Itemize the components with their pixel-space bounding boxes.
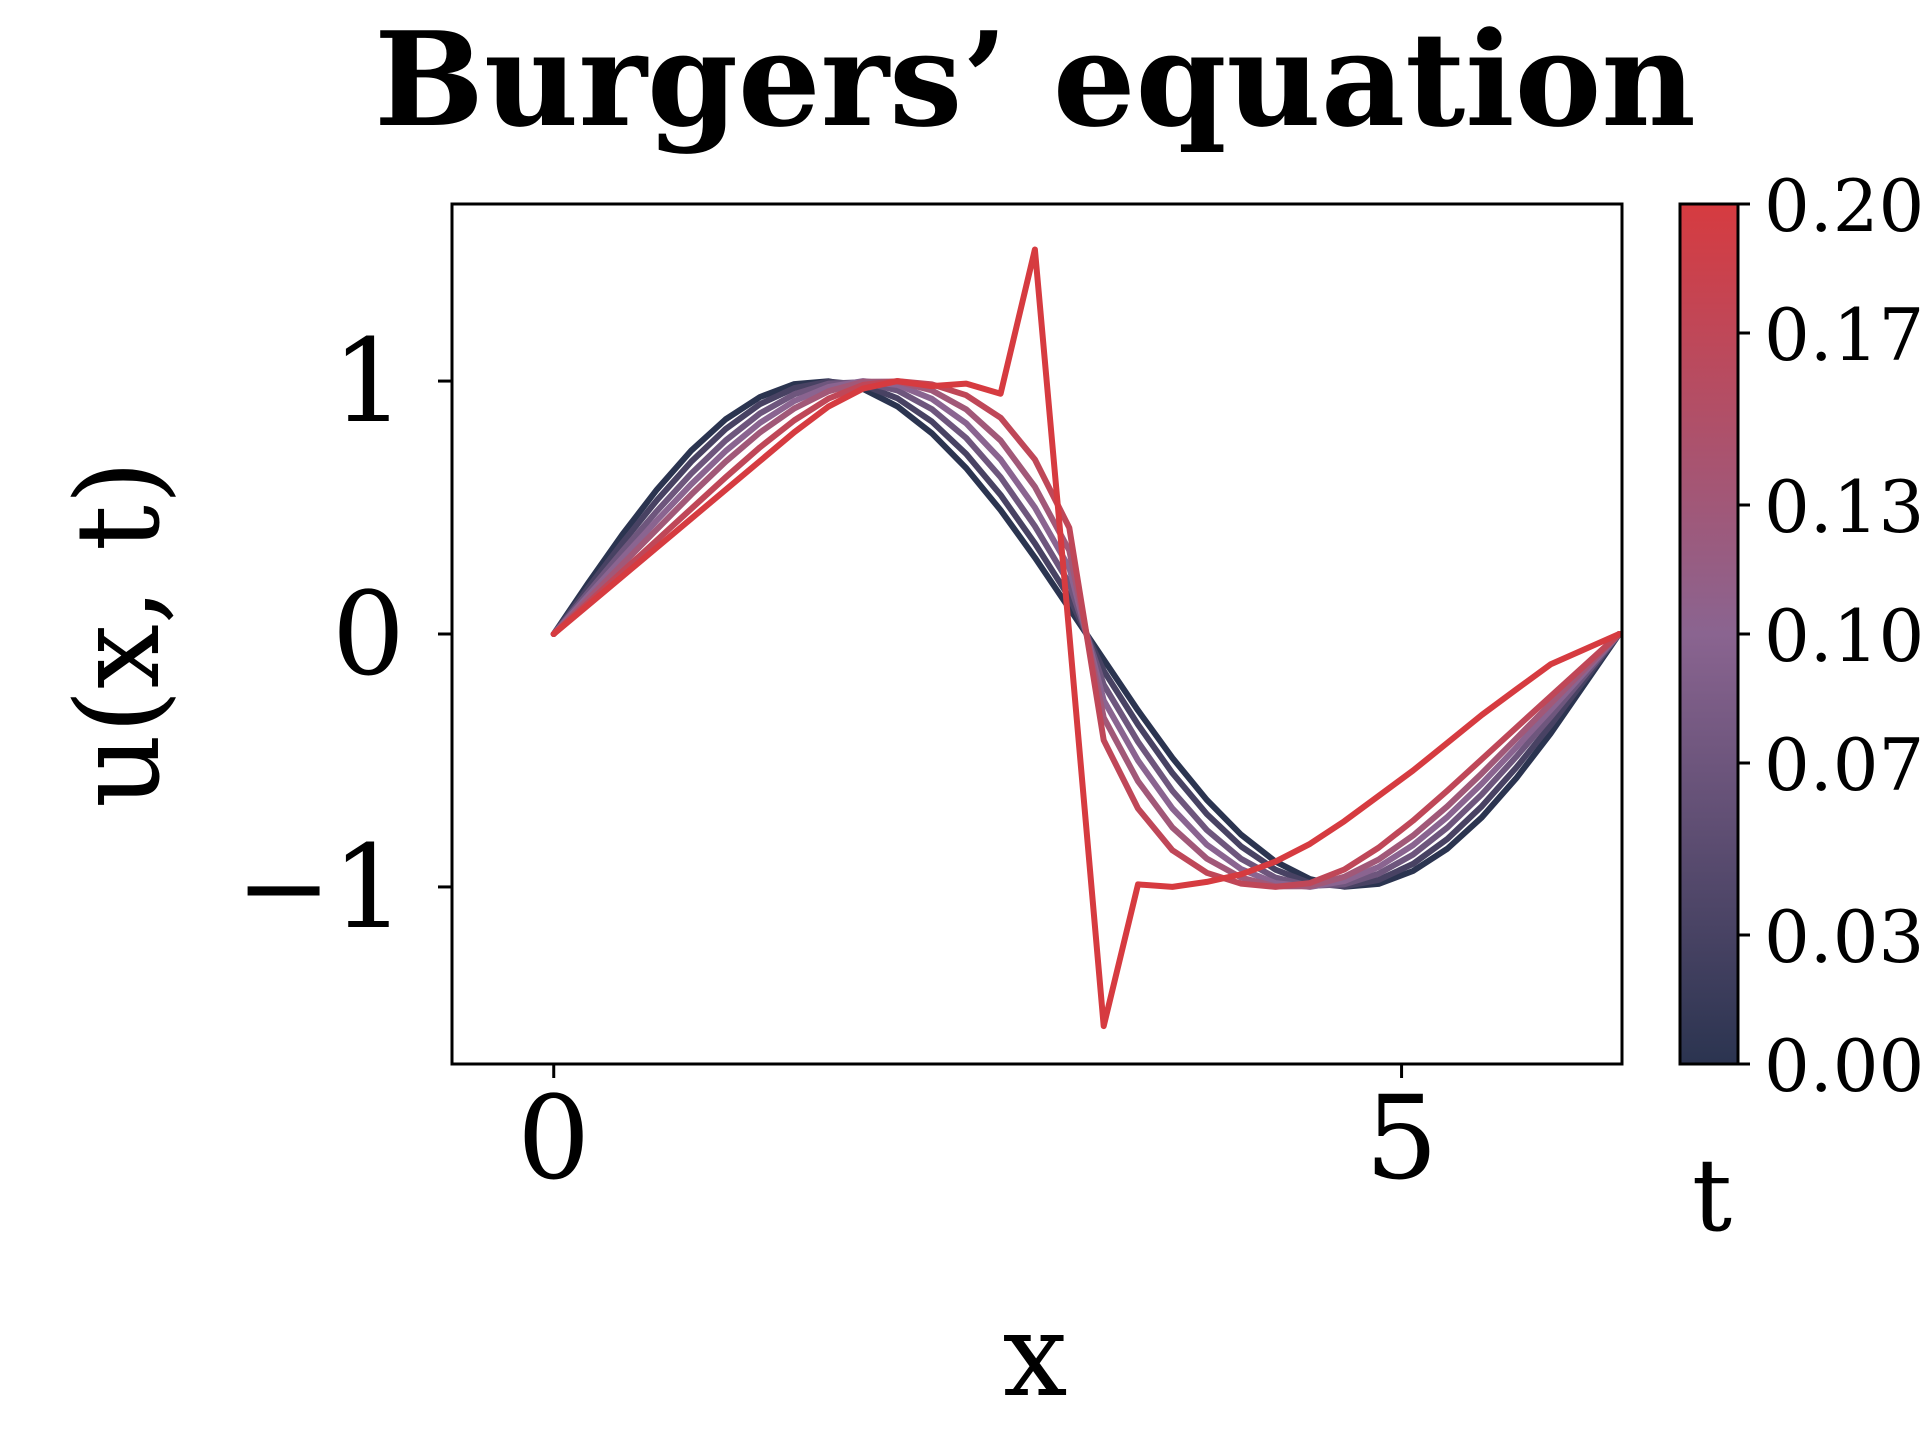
colorbar — [1678, 202, 1740, 1066]
series-line-3 — [550, 378, 1622, 890]
colorbar-tick-label: 0.20 — [1764, 164, 1920, 248]
colorbar-tick-label: 0.17 — [1764, 293, 1920, 377]
series-line-5 — [550, 378, 1622, 890]
y-tick-label: −1 — [235, 821, 405, 955]
y-ticks: −1 0 1 — [235, 315, 452, 955]
colorbar-tick-label: 0.10 — [1764, 594, 1920, 678]
chart-title: Burgers’ equation — [374, 3, 1696, 156]
x-tick-label: 5 — [1365, 1072, 1438, 1206]
plot-frame — [450, 202, 1624, 1066]
series-line-6 — [550, 246, 1622, 1030]
colorbar-tick-label: 0.03 — [1764, 895, 1920, 979]
y-axis-label: u(x, t) — [52, 460, 186, 808]
colorbar-tick-label: 0.13 — [1764, 465, 1920, 549]
x-tick-label: 0 — [517, 1072, 590, 1206]
colorbar-tick-label: 0.00 — [1764, 1024, 1920, 1108]
x-axis-label: x — [1003, 1289, 1068, 1423]
series-line-2 — [550, 379, 1622, 889]
y-tick-label: 0 — [332, 568, 405, 702]
colorbar-ticks: 0.00 0.03 0.07 0.10 0.13 0.17 0.20 — [1738, 164, 1920, 1108]
series-layer — [550, 246, 1622, 1030]
series-line-1 — [550, 378, 1622, 890]
colorbar-label: t — [1692, 1137, 1732, 1254]
series-line-4 — [550, 378, 1622, 890]
colorbar-tick-label: 0.07 — [1764, 723, 1920, 807]
y-tick-label: 1 — [332, 315, 405, 449]
